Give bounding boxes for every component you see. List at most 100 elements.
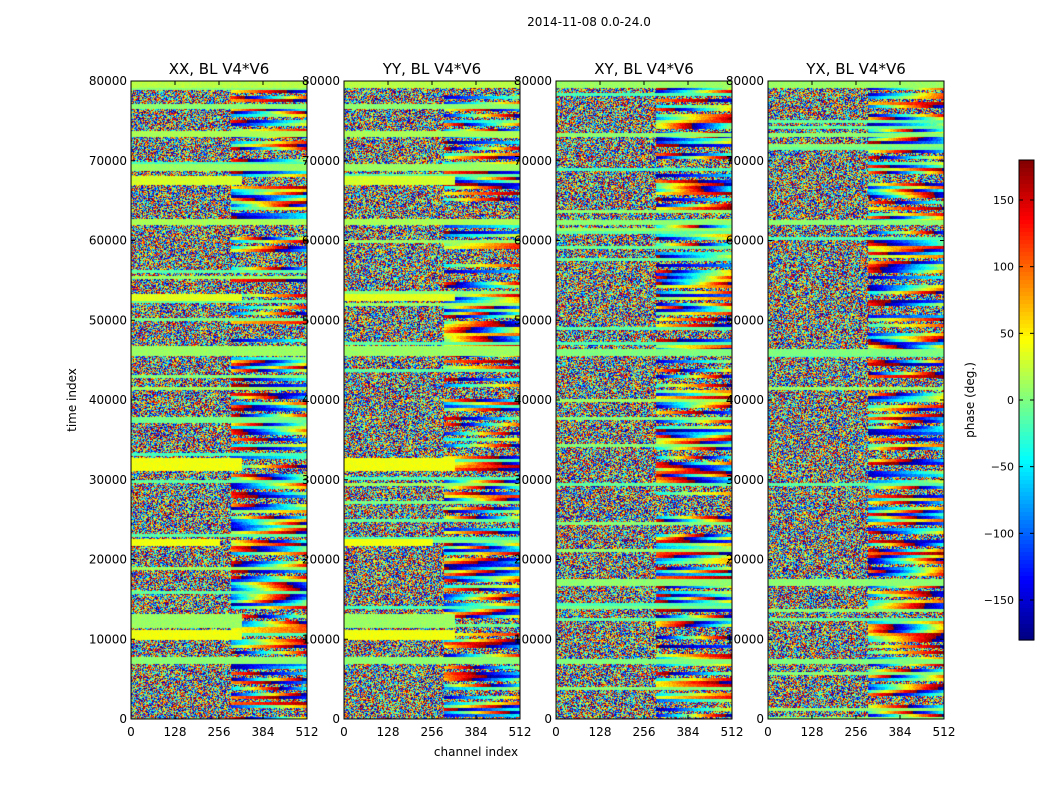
- colorbar-segment: [1019, 176, 1034, 181]
- colorbar-segment: [1019, 476, 1034, 481]
- colorbar-segment: [1019, 376, 1034, 381]
- y-tick-label: 40000: [302, 393, 340, 407]
- colorbar-segment: [1019, 160, 1034, 165]
- colorbar-segment: [1019, 276, 1034, 281]
- colorbar-segment: [1019, 544, 1034, 549]
- colorbar-segment: [1019, 384, 1034, 389]
- colorbar-segment: [1019, 588, 1034, 593]
- colorbar-segment: [1019, 240, 1034, 245]
- y-tick-label: 70000: [89, 154, 127, 168]
- colorbar-segment: [1019, 280, 1034, 285]
- colorbar-segment: [1019, 264, 1034, 269]
- x-tick-label: 0: [127, 725, 135, 739]
- x-tick-label: 512: [721, 725, 744, 739]
- colorbar-segment: [1019, 292, 1034, 297]
- colorbar-tick-label: 100: [993, 261, 1014, 274]
- colorbar-segment: [1019, 364, 1034, 369]
- colorbar-segment: [1019, 192, 1034, 197]
- colorbar-segment: [1019, 352, 1034, 357]
- colorbar-segment: [1019, 324, 1034, 329]
- panel-title-xx: XX, BL V4*V6: [169, 60, 270, 78]
- colorbar-segment: [1019, 236, 1034, 241]
- colorbar-tick-label: 0: [1007, 394, 1014, 407]
- colorbar-segment: [1019, 432, 1034, 437]
- colorbar-segment: [1019, 200, 1034, 205]
- colorbar-tick-label: 50: [1000, 327, 1014, 340]
- panel-title-yx: YX, BL V4*V6: [805, 60, 906, 78]
- colorbar-segment: [1019, 252, 1034, 257]
- colorbar-segment: [1019, 172, 1034, 177]
- x-tick-label: 0: [340, 725, 348, 739]
- colorbar-segment: [1019, 332, 1034, 337]
- colorbar-segment: [1019, 256, 1034, 261]
- y-tick-label: 10000: [514, 632, 552, 646]
- colorbar-segment: [1019, 488, 1034, 493]
- colorbar-segment: [1019, 296, 1034, 301]
- colorbar-segment: [1019, 412, 1034, 417]
- colorbar-segment: [1019, 288, 1034, 293]
- y-tick-label: 10000: [302, 632, 340, 646]
- colorbar-segment: [1019, 624, 1034, 629]
- x-tick-label: 512: [509, 725, 532, 739]
- colorbar-segment: [1019, 320, 1034, 325]
- x-tick-label: 0: [552, 725, 560, 739]
- colorbar-segment: [1019, 444, 1034, 449]
- y-tick-label: 10000: [89, 632, 127, 646]
- colorbar-segment: [1019, 340, 1034, 345]
- colorbar-segment: [1019, 308, 1034, 313]
- x-tick-label: 384: [889, 725, 912, 739]
- y-axis-label: time index: [65, 368, 79, 432]
- x-tick-label: 384: [465, 725, 488, 739]
- y-tick-label: 80000: [726, 74, 764, 88]
- colorbar-segment: [1019, 500, 1034, 505]
- colorbar-segment: [1019, 208, 1034, 213]
- colorbar-segment: [1019, 348, 1034, 353]
- colorbar-segment: [1019, 204, 1034, 209]
- x-tick-label: 0: [764, 725, 772, 739]
- colorbar-segment: [1019, 336, 1034, 341]
- colorbar-segment: [1019, 392, 1034, 397]
- colorbar-segment: [1019, 328, 1034, 333]
- colorbar-segment: [1019, 456, 1034, 461]
- colorbar-segment: [1019, 460, 1034, 465]
- panel-yx: YX, BL V4*V6 0 128 256 384 512 0 10000 20000 300…: [726, 60, 956, 739]
- colorbar-segment: [1019, 508, 1034, 513]
- x-tick-label: 512: [296, 725, 319, 739]
- colorbar-segment: [1019, 416, 1034, 421]
- colorbar-segment: [1019, 420, 1034, 425]
- colorbar-segment: [1019, 564, 1034, 569]
- heatmap-image-3: [768, 81, 944, 719]
- y-tick-label: 0: [544, 712, 552, 726]
- x-tick-label: 256: [421, 725, 444, 739]
- y-tick-label: 30000: [514, 473, 552, 487]
- y-tick-label: 70000: [302, 154, 340, 168]
- panel-xx: XX, BL V4*V6 0 128 256 384 512 0 10000 20000 300…: [89, 60, 319, 739]
- colorbar-segment: [1019, 620, 1034, 625]
- y-tick-label: 40000: [514, 393, 552, 407]
- colorbar-segment: [1019, 484, 1034, 489]
- colorbar-segment: [1019, 300, 1034, 305]
- colorbar-segment: [1019, 592, 1034, 597]
- colorbar-segment: [1019, 424, 1034, 429]
- colorbar-segment: [1019, 216, 1034, 221]
- x-tick-label: 128: [801, 725, 824, 739]
- colorbar-segment: [1019, 580, 1034, 585]
- colorbar-segment: [1019, 600, 1034, 605]
- y-tick-label: 20000: [726, 553, 764, 567]
- colorbar-segment: [1019, 272, 1034, 277]
- colorbar-segment: [1019, 576, 1034, 581]
- colorbar-segment: [1019, 572, 1034, 577]
- colorbar-segment: [1019, 448, 1034, 453]
- figure-suptitle: 2014-11-08 0.0-24.0: [527, 15, 651, 29]
- y-tick-label: 60000: [89, 234, 127, 248]
- colorbar-segment: [1019, 520, 1034, 525]
- colorbar: −150 −100 −50 0 50 100 150: [984, 159, 1035, 641]
- x-tick-label: 384: [252, 725, 275, 739]
- panel-title-xy: XY, BL V4*V6: [594, 60, 694, 78]
- colorbar-segment: [1019, 284, 1034, 289]
- colorbar-segment: [1019, 344, 1034, 349]
- y-tick-label: 50000: [302, 313, 340, 327]
- colorbar-segment: [1019, 532, 1034, 537]
- colorbar-segment: [1019, 436, 1034, 441]
- colorbar-segment: [1019, 188, 1034, 193]
